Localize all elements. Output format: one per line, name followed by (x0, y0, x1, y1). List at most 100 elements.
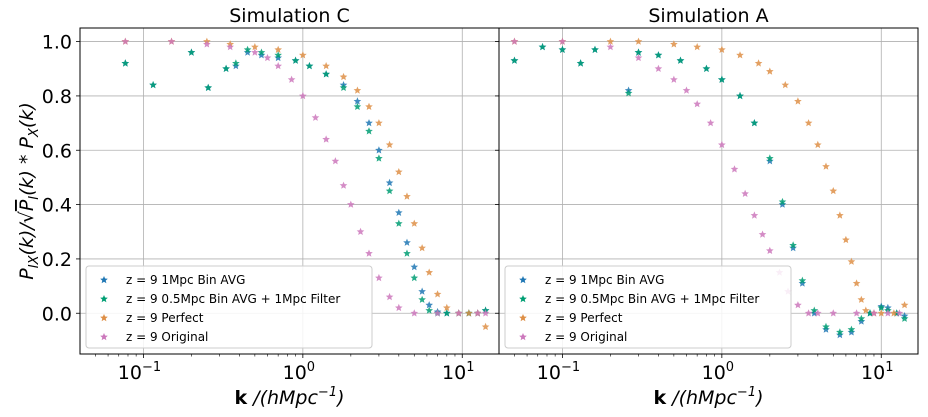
data-point (204, 83, 212, 91)
data-point (257, 51, 266, 59)
data-point (322, 70, 330, 78)
data-point (670, 40, 678, 48)
data-point (353, 97, 362, 105)
y-tick-label: 0.8 (42, 86, 72, 108)
legend-marker (100, 333, 108, 341)
data-point (425, 268, 433, 276)
data-point (591, 45, 599, 53)
data-point (243, 48, 252, 56)
data-point (822, 325, 830, 333)
data-point (857, 295, 866, 303)
data-point (454, 309, 463, 317)
data-point (299, 51, 307, 59)
data-point (167, 37, 176, 45)
data-point (750, 211, 759, 219)
data-point (794, 97, 802, 105)
data-point (538, 43, 547, 51)
data-point (274, 45, 282, 53)
data-point (693, 100, 701, 108)
panel-1: 10−1 100 101 0.0 0.2 0.4 0.6 0.8 1.0 Simulation C… (42, 5, 500, 409)
data-point (829, 309, 838, 317)
data-point (365, 119, 373, 127)
data-point (425, 306, 433, 314)
data-point (890, 309, 898, 317)
legend-marker (100, 295, 108, 303)
data-point (576, 59, 585, 67)
data-point (353, 102, 362, 110)
data-point (624, 89, 633, 97)
data-point (433, 309, 442, 317)
y-axis-label: PIX(k)/√PI(k) * PX(k) (16, 102, 42, 279)
legend: z = 9 1Mpc Bin AVG z = 9 0.5Mpc Bin AVG +… (504, 265, 792, 349)
legend-box (85, 265, 373, 349)
data-point (558, 45, 567, 53)
data-point (682, 86, 691, 94)
data-point (847, 328, 856, 336)
panel-title: Simulation C (229, 5, 350, 27)
data-point (395, 219, 403, 227)
legend-box (504, 265, 792, 349)
data-point (410, 263, 419, 271)
data-point (287, 75, 296, 83)
data-point (778, 197, 787, 206)
x-tick-label: 100 (702, 360, 734, 384)
legend-entry: z = 9 0.5Mpc Bin AVG + 1Mpc Filter (545, 292, 759, 306)
x-tick-label: 10−1 (118, 360, 161, 384)
data-point (766, 154, 774, 162)
legend-marker (519, 295, 527, 303)
data-point (730, 165, 739, 173)
data-point (794, 301, 802, 309)
data-point (274, 53, 282, 62)
legend-entry: z = 9 1Mpc Bin AVG (545, 273, 664, 287)
panel-2: 10−1 100 101 Simulation A k /(hMpc−1) z = 9 1… (495, 5, 919, 409)
data-point (798, 276, 807, 284)
data-point (847, 257, 856, 265)
data-point (149, 81, 157, 89)
data-point (822, 162, 830, 170)
data-point (395, 168, 403, 176)
data-point (305, 62, 314, 70)
data-point (670, 75, 678, 83)
data-point (465, 309, 473, 317)
data-point (804, 119, 813, 127)
data-point (766, 246, 774, 254)
data-point (766, 157, 774, 165)
data-point (750, 119, 759, 127)
data-point (339, 72, 348, 81)
data-point (299, 91, 307, 100)
data-point (862, 306, 870, 314)
data-point (331, 157, 340, 165)
data-point (375, 119, 383, 127)
data-point (789, 244, 797, 252)
data-point (736, 51, 744, 59)
x-axis-label: k /(hMpc−1) (234, 385, 344, 409)
data-point (403, 192, 411, 200)
data-point (356, 227, 365, 235)
data-point (804, 309, 813, 317)
data-point (418, 295, 426, 303)
data-point (842, 235, 850, 244)
data-point (758, 230, 767, 238)
data-point (203, 40, 211, 48)
data-point (353, 86, 362, 94)
data-point (395, 208, 403, 216)
data-point (741, 189, 749, 197)
data-point (510, 37, 519, 45)
data-point (766, 67, 774, 75)
y-tick-label: 0.0 (42, 303, 72, 325)
x-axis-label: k /(hMpc−1) (653, 385, 763, 409)
data-point (857, 317, 866, 325)
series-4 (121, 37, 490, 317)
data-point (375, 154, 383, 162)
data-point (443, 303, 451, 312)
data-point (121, 37, 130, 45)
data-point (365, 249, 373, 257)
data-point (654, 64, 663, 72)
data-point (693, 43, 701, 51)
data-point (866, 309, 874, 317)
data-point (425, 301, 433, 309)
data-point (754, 59, 763, 67)
data-point (781, 81, 790, 89)
data-point (810, 306, 819, 314)
